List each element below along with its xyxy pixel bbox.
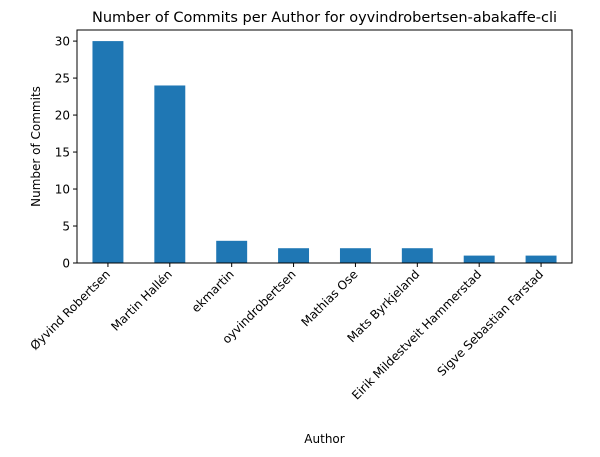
bar-3 — [278, 248, 310, 263]
y-tick-label: 20 — [55, 109, 70, 123]
x-tick-label: ekmartin — [189, 267, 237, 315]
x-tick-label: Øyvind Robertsen — [27, 267, 113, 353]
x-axis-label: Author — [304, 432, 344, 446]
x-tick-label: Eirik Mildestveit Hammerstad — [349, 267, 484, 402]
y-axis-ticks: 0 5 10 15 20 25 30 — [55, 35, 77, 271]
y-tick-label: 15 — [55, 146, 70, 160]
y-tick-label: 0 — [62, 257, 70, 271]
x-tick-label: Mathias Ose — [298, 267, 360, 329]
x-tick-label: Martin Hallén — [108, 267, 175, 334]
y-tick-label: 5 — [62, 220, 70, 234]
bar-7 — [525, 255, 557, 263]
y-tick-label: 30 — [55, 35, 70, 49]
bar-1 — [154, 85, 186, 263]
y-tick-label: 10 — [55, 183, 70, 197]
x-tick-label: Sigve Sebastian Farstad — [435, 267, 547, 379]
bar-4 — [339, 248, 371, 263]
bar-0 — [92, 41, 124, 263]
bars-group — [92, 41, 557, 263]
y-axis-label: Number of Commits — [29, 86, 43, 207]
chart-title: Number of Commits per Author for oyvindr… — [92, 10, 557, 26]
plot-frame — [76, 29, 573, 264]
bar-6 — [463, 255, 495, 263]
bar-2 — [216, 240, 248, 263]
bar-5 — [401, 248, 433, 263]
y-tick-label: 25 — [55, 72, 70, 86]
